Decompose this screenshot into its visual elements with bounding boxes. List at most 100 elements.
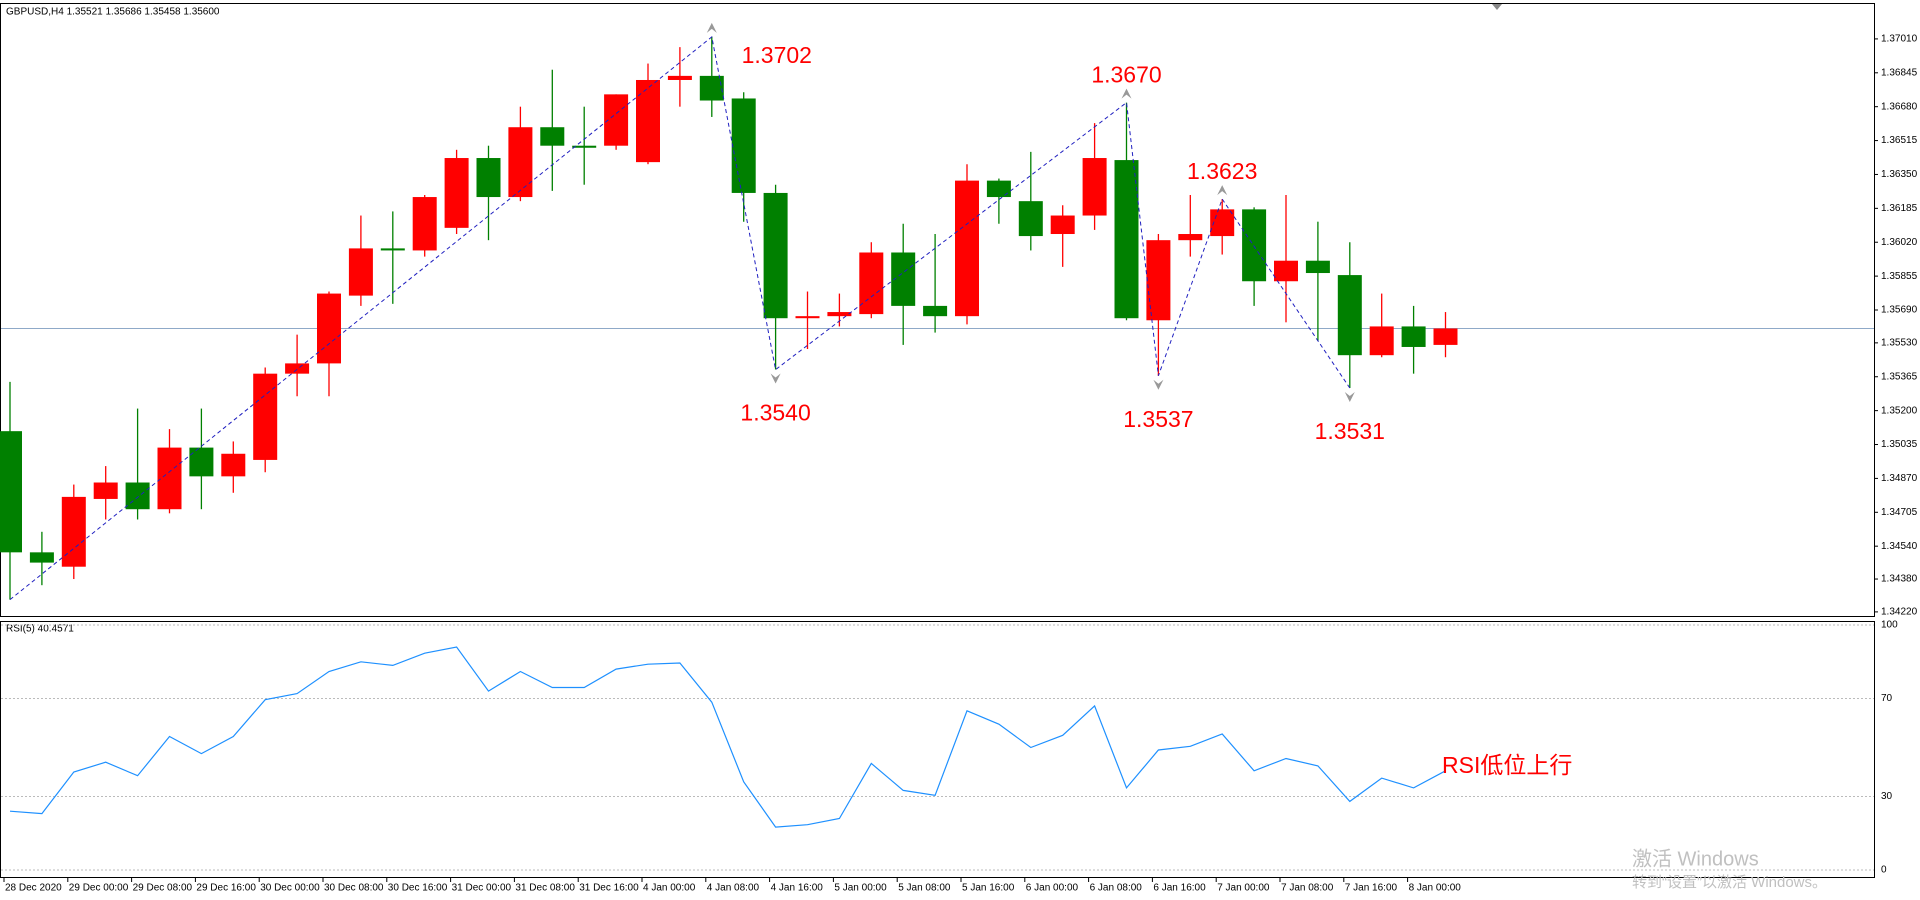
x-tick-label: 4 Jan 16:00 xyxy=(771,883,824,894)
candle-body xyxy=(667,75,692,80)
y-tick-label: 1.35365 xyxy=(1881,371,1918,382)
x-tick-label: 5 Jan 16:00 xyxy=(962,883,1015,894)
x-tick-label: 4 Jan 00:00 xyxy=(643,883,696,894)
candle-body xyxy=(923,305,948,317)
price-annotation: 1.3540 xyxy=(740,400,810,426)
x-tick-label: 30 Dec 16:00 xyxy=(388,883,448,894)
fractal-down xyxy=(1153,379,1164,390)
candle-body xyxy=(540,127,565,146)
y-tick-label: 30 xyxy=(1881,791,1893,802)
price-annotation: 1.3623 xyxy=(1187,158,1257,184)
rsi-line xyxy=(9,646,1446,828)
y-tick-label: 1.36350 xyxy=(1881,169,1918,180)
candle-body xyxy=(1401,326,1426,347)
candle-body xyxy=(731,98,756,193)
x-tick-label: 6 Jan 00:00 xyxy=(1026,883,1079,894)
candle-body xyxy=(763,192,788,319)
y-tick-label: 1.35035 xyxy=(1881,439,1918,450)
candle-body xyxy=(29,552,54,563)
candle-body xyxy=(1114,160,1139,319)
watermark-subtitle: 转到“设置”以激活 Windows。 xyxy=(1632,874,1827,891)
candle-body xyxy=(93,482,118,499)
candle-body xyxy=(1050,215,1075,235)
fractal-down xyxy=(770,373,781,384)
price-header: GBPUSD,H4 1.35521 1.35686 1.35458 1.3560… xyxy=(6,7,220,18)
x-tick-label: 28 Dec 2020 xyxy=(5,883,62,894)
y-tick-label: 1.34220 xyxy=(1881,607,1918,618)
x-tick-label: 5 Jan 08:00 xyxy=(898,883,951,894)
y-tick-label: 0 xyxy=(1881,865,1887,876)
candle-body xyxy=(476,158,501,198)
scroll-marker xyxy=(1492,4,1502,10)
x-tick-label: 31 Dec 08:00 xyxy=(515,883,575,894)
x-tick-label: 31 Dec 16:00 xyxy=(579,883,639,894)
x-tick-label: 29 Dec 00:00 xyxy=(69,883,129,894)
x-tick-label: 7 Jan 08:00 xyxy=(1281,883,1334,894)
y-tick-label: 1.34380 xyxy=(1881,574,1918,585)
y-tick-label: 1.35690 xyxy=(1881,305,1918,316)
candle-body xyxy=(508,127,533,198)
x-tick-label: 29 Dec 16:00 xyxy=(196,883,256,894)
x-tick-label: 8 Jan 00:00 xyxy=(1409,883,1462,894)
candle-body xyxy=(1433,328,1458,345)
candle-body xyxy=(699,75,724,101)
x-tick-label: 7 Jan 00:00 xyxy=(1217,883,1270,894)
y-tick-label: 1.35530 xyxy=(1881,337,1918,348)
candle-body xyxy=(412,197,437,251)
candle-body xyxy=(986,180,1011,198)
x-tick-label: 7 Jan 16:00 xyxy=(1345,883,1398,894)
y-tick-label: 1.34705 xyxy=(1881,507,1918,518)
price-annotation: 1.3702 xyxy=(742,42,812,68)
y-tick-label: 1.36845 xyxy=(1881,67,1918,78)
x-tick-label: 6 Jan 08:00 xyxy=(1090,883,1143,894)
candle-body xyxy=(955,180,979,317)
candle-body xyxy=(0,431,22,553)
price-annotation: 1.3537 xyxy=(1123,406,1193,432)
y-tick-label: 1.35855 xyxy=(1881,271,1918,282)
candle-body xyxy=(285,363,310,374)
x-tick-label: 6 Jan 16:00 xyxy=(1153,883,1206,894)
fractal-down xyxy=(1344,392,1355,403)
y-tick-label: 1.36185 xyxy=(1881,203,1918,214)
x-tick-label: 4 Jan 08:00 xyxy=(707,883,760,894)
candle-body xyxy=(1242,209,1267,282)
candle-body xyxy=(859,252,884,315)
fractal-up xyxy=(706,22,717,33)
candle-body xyxy=(1146,240,1171,321)
y-tick-label: 1.36020 xyxy=(1881,237,1918,248)
y-tick-label: 1.35200 xyxy=(1881,405,1918,416)
candle-body xyxy=(221,453,246,477)
candle-body xyxy=(1274,260,1298,282)
candle-body xyxy=(348,248,373,296)
candle-body xyxy=(157,447,182,510)
candle-body xyxy=(1210,209,1235,237)
price-annotation: 1.3531 xyxy=(1315,418,1385,444)
candle-body xyxy=(572,145,597,148)
y-tick-label: 100 xyxy=(1881,620,1898,631)
watermark-title: 激活 Windows xyxy=(1632,847,1759,870)
x-tick-label: 31 Dec 00:00 xyxy=(452,883,512,894)
rsi-panel xyxy=(0,621,1875,878)
candle-body xyxy=(1305,260,1330,274)
candle-body xyxy=(827,312,852,317)
candle-body xyxy=(253,373,278,460)
fractal-up xyxy=(1121,88,1132,99)
candle-body xyxy=(380,248,405,251)
rsi-annotation: RSI低位上行 xyxy=(1442,752,1572,778)
candle-body xyxy=(61,496,86,567)
y-tick-label: 1.34870 xyxy=(1881,473,1918,484)
candle-body xyxy=(1369,326,1394,356)
zigzag-line xyxy=(9,35,1351,600)
x-tick-label: 30 Dec 08:00 xyxy=(324,883,384,894)
rsi-header: RSI(5) 40.4571 xyxy=(6,624,74,635)
candle-body xyxy=(636,79,660,163)
y-tick-label: 70 xyxy=(1881,693,1893,704)
candle-body xyxy=(317,293,341,364)
price-annotation: 1.3670 xyxy=(1091,62,1161,88)
candle-body xyxy=(125,482,150,510)
x-tick-label: 30 Dec 00:00 xyxy=(260,883,320,894)
candle-body xyxy=(1082,158,1107,216)
x-tick-label: 29 Dec 08:00 xyxy=(133,883,193,894)
